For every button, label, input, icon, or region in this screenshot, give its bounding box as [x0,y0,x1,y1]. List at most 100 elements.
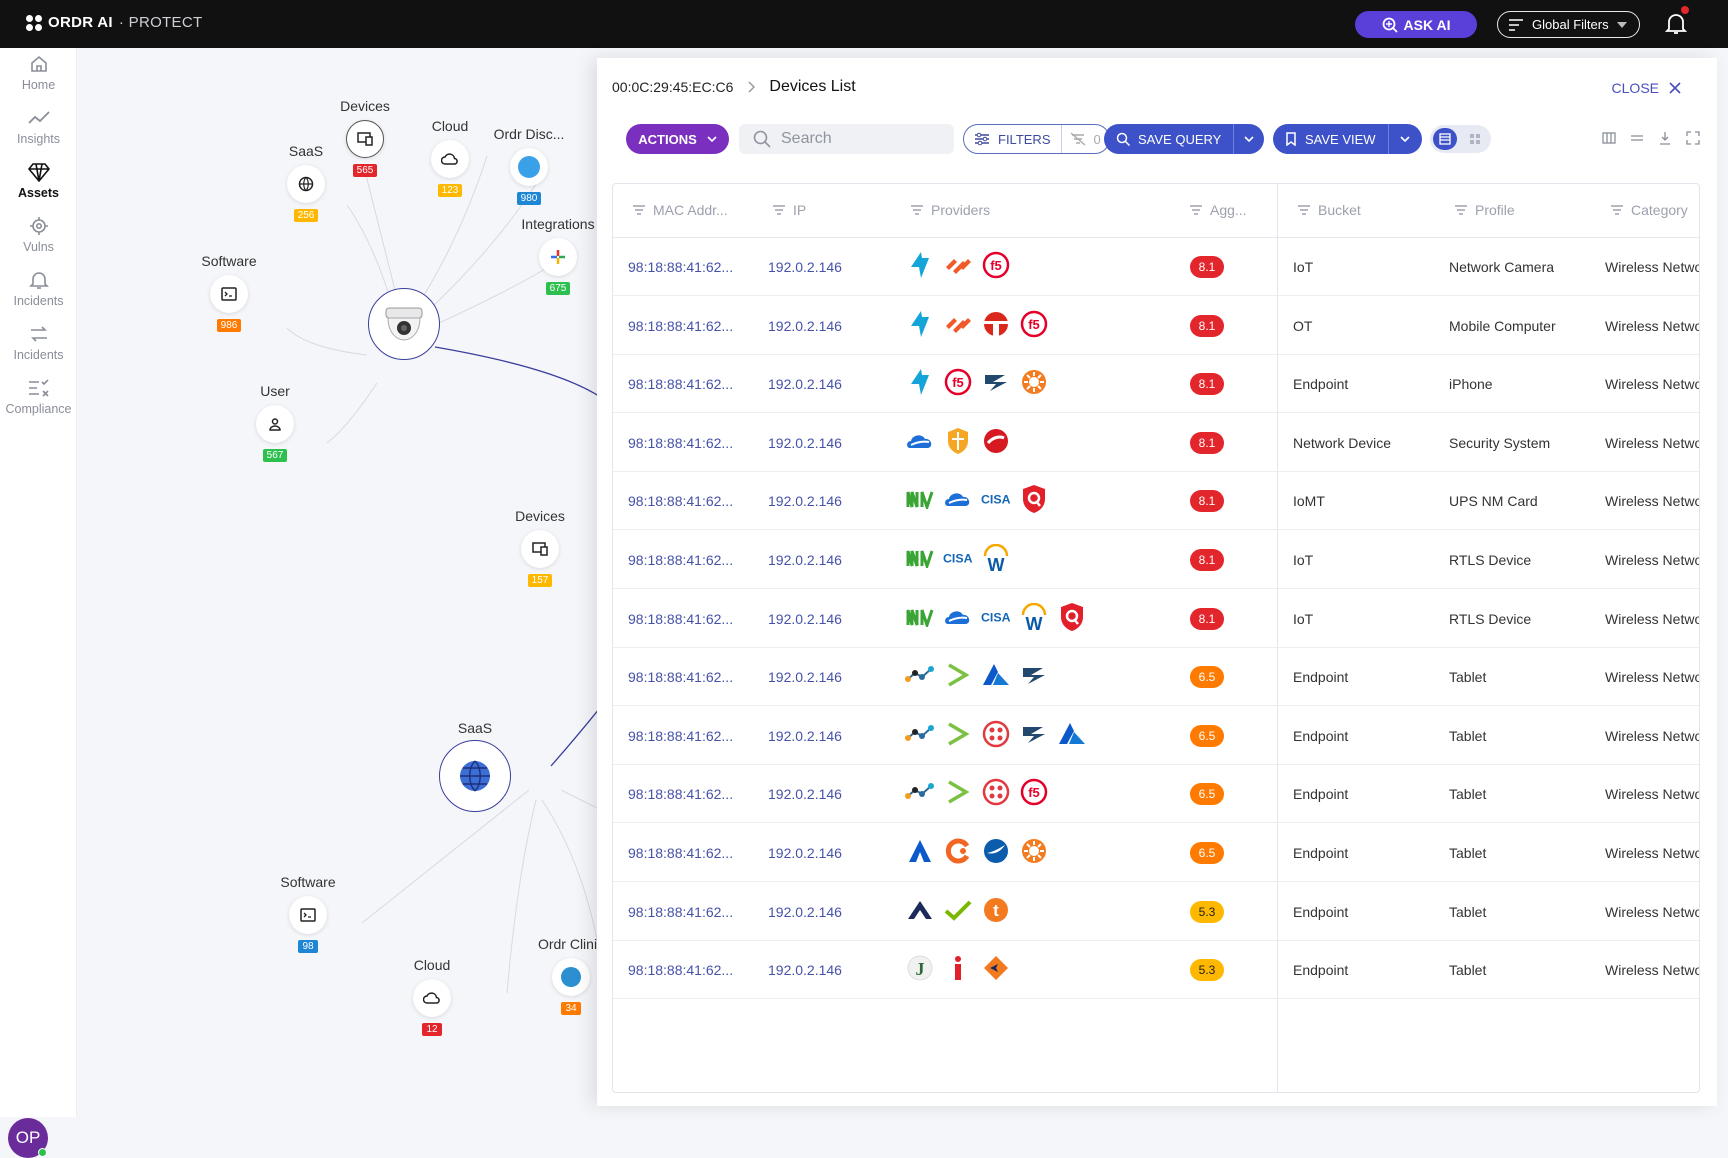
clear-filters-button[interactable]: 0 [1062,132,1109,147]
save-query-main[interactable]: SAVE QUERY [1104,124,1235,154]
table-row[interactable]: 98:18:88:41:62... 192.0.2.146 CISA 8.1 IoMT U… [613,472,1699,531]
nav-incidents[interactable]: Incidents [0,270,77,308]
table-row[interactable]: 98:18:88:41:62... 192.0.2.146 J 5.3 Endpoint… [613,941,1699,1000]
fullscreen-icon[interactable] [1686,131,1700,145]
profile-cell: Network Camera [1449,259,1555,275]
mac-address-link[interactable]: 98:18:88:41:62... [628,434,734,451]
ip-address-link[interactable]: 192.0.2.146 [768,669,842,686]
mac-address-link[interactable]: 98:18:88:41:62... [628,610,734,627]
col-agg[interactable]: Agg... [1190,202,1247,218]
node-user[interactable]: User 567 [215,383,335,463]
density-icon[interactable] [1630,131,1644,145]
list-view-icon[interactable] [1433,128,1457,150]
table-row[interactable]: 98:18:88:41:62... 192.0.2.146 f5 6.5 Endpoin… [613,765,1699,824]
mac-address-link[interactable]: 98:18:88:41:62... [628,552,734,568]
nav-incidents-2[interactable]: Incidents [0,324,77,362]
ip-address-link[interactable]: 192.0.2.146 [768,434,842,451]
svg-text:CISA: CISA [981,493,1011,507]
chevron-down-icon [707,136,717,142]
node-saas[interactable]: SaaS 256 [246,143,366,223]
download-icon[interactable] [1658,131,1672,145]
close-button[interactable]: CLOSE [1612,80,1681,96]
providers-cell: J [905,953,1011,983]
node-devices-mid[interactable]: Devices 157 [480,508,600,588]
node-ordr-discovery[interactable]: Ordr Disc... 980 [469,126,589,206]
ask-ai-button[interactable]: ASK AI [1355,11,1477,38]
view-toggle[interactable] [1430,125,1491,153]
ip-address-link[interactable]: 192.0.2.146 [768,962,842,979]
table-row[interactable]: 98:18:88:41:62... 192.0.2.146 CISA W 8.1 IoT R… [613,531,1699,589]
table-row[interactable]: 98:18:88:41:62... 192.0.2.146 6.5 Endpoint T… [613,648,1699,707]
ip-address-link[interactable]: 192.0.2.146 [768,610,842,627]
table-row[interactable]: 98:18:88:41:62... 192.0.2.146 6.5 Endpoint T… [613,707,1699,765]
nav-insights[interactable]: Insights [0,108,77,146]
save-query-button[interactable]: SAVE QUERY [1104,124,1264,154]
node-software-bottom[interactable]: Software 98 [248,874,368,954]
col-profile[interactable]: Profile [1455,202,1515,218]
table-row[interactable]: 98:18:88:41:62... 192.0.2.146 f5 8.1 OT Mobil… [613,297,1699,355]
node-software[interactable]: Software 986 [169,253,289,333]
mac-address-link[interactable]: 98:18:88:41:62... [628,259,734,275]
ip-address-link[interactable]: 192.0.2.146 [768,845,842,861]
mac-address-link[interactable]: 98:18:88:41:62... [628,786,734,803]
col-category[interactable]: Category [1611,202,1688,218]
nav-assets[interactable]: Assets [0,162,77,200]
columns-icon[interactable] [1602,131,1616,145]
node-integrations[interactable]: Integrations 675 [498,216,618,296]
col-bucket[interactable]: Bucket [1298,202,1361,218]
providers-cell: CISA W [905,543,1011,573]
ip-address-link[interactable]: 192.0.2.146 [768,317,842,334]
cloud-icon [431,140,469,178]
cloud-icon [943,484,973,514]
mac-address-link[interactable]: 98:18:88:41:62... [628,903,734,920]
ip-address-link[interactable]: 192.0.2.146 [768,727,842,744]
actions-button[interactable]: ACTIONS [626,124,729,154]
search-input[interactable]: Search [739,124,954,154]
mac-address-link[interactable]: 98:18:88:41:62... [628,962,734,979]
ip-address-link[interactable]: 192.0.2.146 [768,493,842,510]
category-cell: Wireless Network [1605,786,1699,803]
save-view-button[interactable]: SAVE VIEW [1273,124,1422,154]
ip-address-link[interactable]: 192.0.2.146 [768,376,842,393]
table-row[interactable]: 98:18:88:41:62... 192.0.2.146 f5 8.1 IoT Netw… [613,238,1699,296]
nav-home[interactable]: Home [0,54,77,92]
ip-address-link[interactable]: 192.0.2.146 [768,552,842,568]
saas-hub-node[interactable] [439,740,511,812]
ip-address-link[interactable]: 192.0.2.146 [768,259,842,275]
ip-address-link[interactable]: 192.0.2.146 [768,903,842,920]
mac-address-link[interactable]: 98:18:88:41:62... [628,493,734,510]
node-cloud[interactable]: Cloud 123 [390,118,510,198]
breadcrumb-mac[interactable]: 00:0C:29:45:EC:C6 [612,79,734,95]
nav-vulns[interactable]: Vulns [0,216,77,254]
save-view-main[interactable]: SAVE VIEW [1273,124,1389,154]
camera-hub-node[interactable] [368,288,440,360]
logo-product: · PROTECT [118,14,203,31]
table-row[interactable]: 98:18:88:41:62... 192.0.2.146 6.5 Endpoint T… [613,824,1699,882]
mac-address-link[interactable]: 98:18:88:41:62... [628,727,734,744]
nav-compliance[interactable]: Compliance [0,378,77,416]
node-cloud-bottom[interactable]: Cloud 12 [372,957,492,1037]
mac-address-link[interactable]: 98:18:88:41:62... [628,376,734,393]
col-mac[interactable]: MAC Addr... [633,202,728,218]
save-view-dropdown[interactable] [1389,136,1422,142]
ordr-logo[interactable]: ORDR AI · PROTECT [26,14,202,31]
col-providers[interactable]: Providers [911,202,990,218]
mac-address-link[interactable]: 98:18:88:41:62... [628,317,734,334]
global-filters-dropdown[interactable]: Global Filters [1497,11,1640,38]
grid-view-icon[interactable] [1463,128,1487,150]
filters-button[interactable]: FILTERS 0 [963,124,1110,154]
user-avatar[interactable]: OP [8,1118,48,1158]
ip-address-link[interactable]: 192.0.2.146 [768,786,842,803]
col-ip[interactable]: IP [773,202,806,218]
table-row[interactable]: 98:18:88:41:62... 192.0.2.146 CISA W 8.1 IoT R… [613,590,1699,648]
table-row[interactable]: 98:18:88:41:62... 192.0.2.146 8.1 Network D… [613,414,1699,472]
save-query-dropdown[interactable] [1234,136,1264,142]
mac-address-link[interactable]: 98:18:88:41:62... [628,669,734,686]
table-row[interactable]: 98:18:88:41:62... 192.0.2.146 t 5.3 Endpoint… [613,883,1699,941]
filters-main[interactable]: FILTERS [964,125,1062,153]
node-devices[interactable]: Devices 565 [305,98,425,178]
notifications-button[interactable] [1664,6,1689,36]
table-row[interactable]: 98:18:88:41:62... 192.0.2.146 f5 8.1 Endpoin… [613,355,1699,414]
node-ordr-clinical[interactable]: Ordr Clinic 34 [511,936,631,1016]
mac-address-link[interactable]: 98:18:88:41:62... [628,845,734,861]
